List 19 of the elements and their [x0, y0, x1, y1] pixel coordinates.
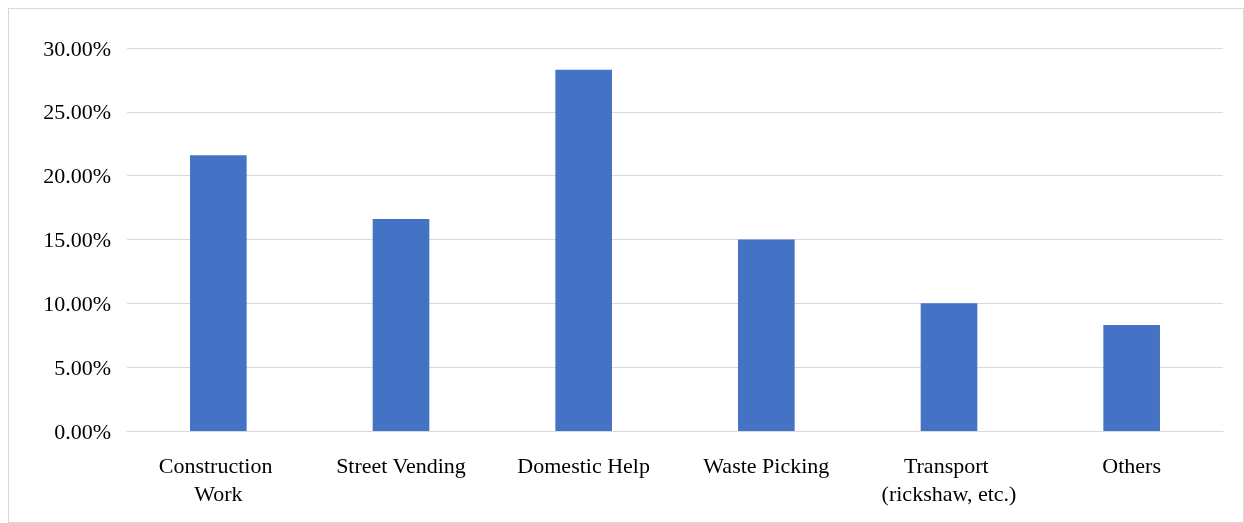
x-tick-label: Street Vending — [336, 452, 466, 478]
y-tick-label: 0.00% — [54, 418, 111, 444]
x-tick-label: Domestic Help — [517, 452, 650, 478]
y-tick-label: 30.00% — [43, 35, 111, 61]
x-tick-label: Transport (rickshaw, etc.) — [881, 452, 1017, 506]
y-tick-label: 10.00% — [43, 290, 111, 316]
x-tick-label: Others — [1102, 452, 1161, 478]
bar — [1103, 325, 1160, 431]
y-tick-label: 5.00% — [54, 354, 111, 380]
y-tick-label: 25.00% — [43, 99, 111, 125]
y-tick-label: 20.00% — [43, 163, 111, 189]
bar — [372, 219, 430, 431]
x-tick-label: Construction Work — [158, 452, 278, 506]
x-tick-label: Waste Picking — [703, 452, 830, 478]
bar — [190, 155, 247, 431]
bar — [738, 239, 795, 431]
y-tick-label: 15.00% — [43, 227, 111, 252]
bar — [920, 303, 978, 431]
bar — [555, 69, 612, 431]
